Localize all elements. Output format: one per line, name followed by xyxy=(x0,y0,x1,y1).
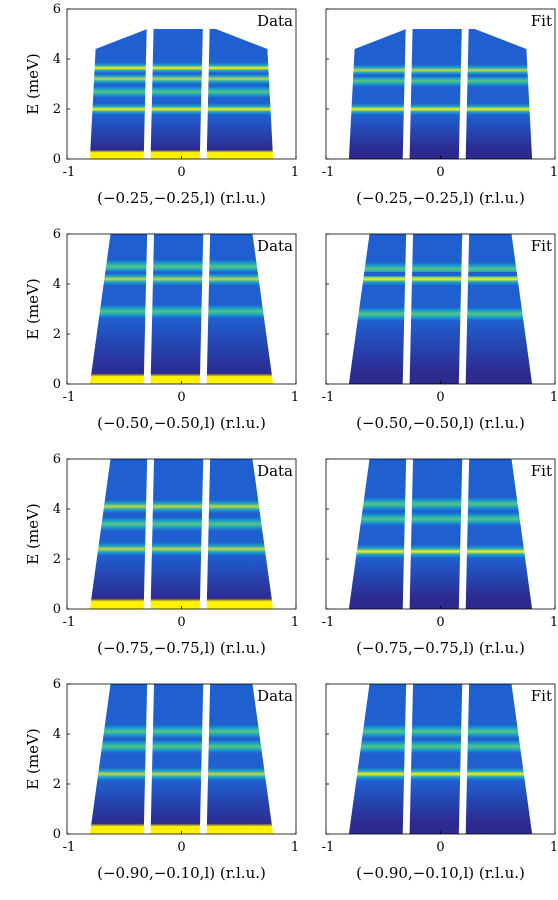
x-tick-label: 1 xyxy=(550,840,558,855)
x-axis-label: (−0.50,−0.50,l) (r.l.u.) xyxy=(97,414,266,432)
panel-tag-fit: Fit xyxy=(531,462,552,480)
panel-tag-fit: Fit xyxy=(531,12,552,30)
intensity-map xyxy=(89,459,274,609)
panel-tag-data: Data xyxy=(257,237,293,255)
detector-gap xyxy=(143,459,155,609)
x-axis-label: (−0.75,−0.75,l) (r.l.u.) xyxy=(356,639,525,657)
detector-gap xyxy=(458,684,470,834)
x-tick-label: 1 xyxy=(550,615,558,630)
detector-gap xyxy=(199,9,211,159)
x-tick-label: 0 xyxy=(177,615,185,630)
intensity-map xyxy=(348,459,533,609)
detector-gap xyxy=(143,9,155,159)
y-tick-label: 0 xyxy=(53,602,61,617)
detector-gap xyxy=(402,234,414,384)
panel-tag-data: Data xyxy=(257,687,293,705)
x-tick-label: 0 xyxy=(436,840,444,855)
intensity-map xyxy=(89,234,274,384)
x-tick-label: 1 xyxy=(550,165,558,180)
x-tick-label: 0 xyxy=(436,165,444,180)
x-tick-label: -1 xyxy=(322,615,335,630)
y-tick-label: 4 xyxy=(53,277,61,292)
detector-gap xyxy=(402,459,414,609)
intensity-map xyxy=(348,234,533,384)
y-axis-label: E (meV) xyxy=(24,728,42,789)
chart-panel-fit-0: -1 0 1 (−0.25,−0.25,l) (r.l.u.) Fit xyxy=(322,8,558,207)
x-tick-label: 1 xyxy=(291,390,299,405)
intensity-map xyxy=(89,29,274,159)
chart-panel-fit-3: -1 0 1 (−0.90,−0.10,l) (r.l.u.) Fit xyxy=(322,683,558,882)
panel-tag-data: Data xyxy=(257,12,293,30)
detector-gap xyxy=(458,459,470,609)
x-tick-label: -1 xyxy=(63,390,76,405)
y-tick-label: 2 xyxy=(53,102,61,117)
detector-gap xyxy=(199,459,211,609)
y-axis-label: E (meV) xyxy=(24,53,42,114)
y-tick-label: 2 xyxy=(53,777,61,792)
panel-tag-data: Data xyxy=(257,462,293,480)
x-tick-label: -1 xyxy=(63,165,76,180)
x-axis-label: (−0.90,−0.10,l) (r.l.u.) xyxy=(97,864,266,882)
y-tick-label: 6 xyxy=(53,2,61,17)
x-tick-label: 0 xyxy=(436,390,444,405)
y-axis-label: E (meV) xyxy=(24,503,42,564)
x-axis-label: (−0.90,−0.10,l) (r.l.u.) xyxy=(356,864,525,882)
x-tick-label: 0 xyxy=(177,390,185,405)
y-tick-label: 2 xyxy=(53,552,61,567)
intensity-map xyxy=(348,684,533,834)
chart-panel-fit-2: -1 0 1 (−0.75,−0.75,l) (r.l.u.) Fit xyxy=(322,458,558,657)
y-tick-label: 0 xyxy=(53,152,61,167)
x-tick-label: 0 xyxy=(177,840,185,855)
detector-gap xyxy=(402,9,414,159)
x-tick-label: -1 xyxy=(322,165,335,180)
x-axis-label: (−0.50,−0.50,l) (r.l.u.) xyxy=(356,414,525,432)
y-tick-label: 4 xyxy=(53,502,61,517)
x-tick-label: 1 xyxy=(291,165,299,180)
detector-gap xyxy=(143,234,155,384)
y-tick-label: 4 xyxy=(53,727,61,742)
x-tick-label: -1 xyxy=(63,615,76,630)
y-tick-label: 6 xyxy=(53,677,61,692)
y-tick-label: 4 xyxy=(53,52,61,67)
x-tick-label: -1 xyxy=(322,390,335,405)
x-axis-label: (−0.75,−0.75,l) (r.l.u.) xyxy=(97,639,266,657)
x-tick-label: 1 xyxy=(550,390,558,405)
panel-tag-fit: Fit xyxy=(531,687,552,705)
x-axis-label: (−0.25,−0.25,l) (r.l.u.) xyxy=(356,189,525,207)
x-axis-label: (−0.25,−0.25,l) (r.l.u.) xyxy=(97,189,266,207)
chart-panel-fit-1: -1 0 1 (−0.50,−0.50,l) (r.l.u.) Fit xyxy=(322,233,558,432)
detector-gap xyxy=(199,684,211,834)
y-tick-label: 0 xyxy=(53,827,61,842)
x-tick-label: 1 xyxy=(291,615,299,630)
detector-gap xyxy=(458,234,470,384)
y-axis-label: E (meV) xyxy=(24,278,42,339)
y-tick-label: 0 xyxy=(53,377,61,392)
y-tick-label: 2 xyxy=(53,327,61,342)
y-tick-label: 6 xyxy=(53,452,61,467)
x-tick-label: 1 xyxy=(291,840,299,855)
y-tick-label: 6 xyxy=(53,227,61,242)
x-tick-label: 0 xyxy=(436,615,444,630)
x-tick-label: -1 xyxy=(63,840,76,855)
detector-gap xyxy=(402,684,414,834)
x-tick-label: 0 xyxy=(177,165,185,180)
x-tick-label: -1 xyxy=(322,840,335,855)
detector-gap xyxy=(458,9,470,159)
detector-gap xyxy=(199,234,211,384)
detector-gap xyxy=(143,684,155,834)
panel-tag-fit: Fit xyxy=(531,237,552,255)
intensity-map xyxy=(348,29,533,159)
intensity-map xyxy=(89,684,274,834)
